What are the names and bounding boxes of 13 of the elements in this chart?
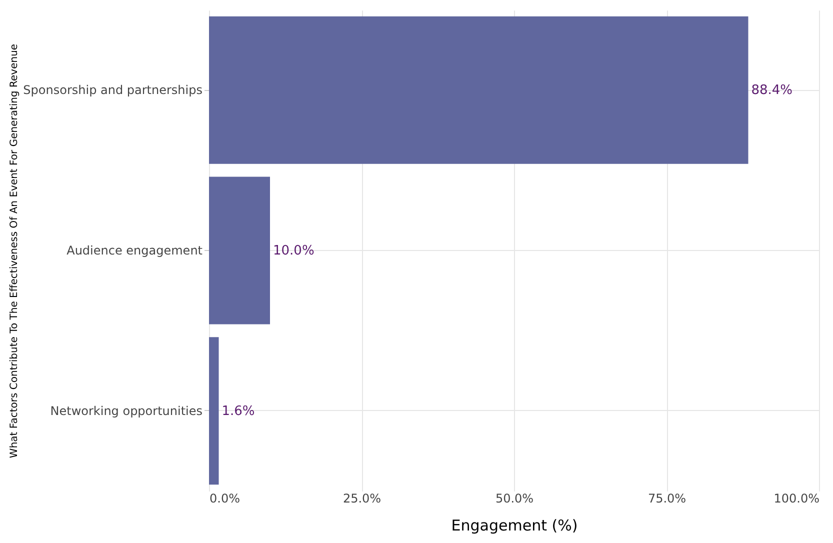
y-tick-label: Networking opportunities: [50, 404, 202, 418]
x-tick-label: 25.0%: [342, 492, 382, 506]
data-label: 10.0%: [273, 244, 314, 258]
data-label: 88.4%: [751, 83, 793, 98]
y-tick-label: Audience engagement: [66, 244, 203, 258]
y-tick-label: Sponsorship and partnerships: [23, 83, 202, 98]
x-axis-title: Engagement (%): [451, 516, 578, 534]
y-axis-title: What Factors Contribute To The Effectiveness Of An Event For Generating Revenue: [9, 44, 20, 458]
x-tick-label: 100.0%: [774, 492, 820, 506]
x-tick-label: 50.0%: [495, 492, 534, 506]
x-tick-label: 75.0%: [648, 492, 686, 506]
x-tick-label: 0.0%: [210, 492, 240, 506]
data-label: 1.6%: [222, 404, 255, 419]
